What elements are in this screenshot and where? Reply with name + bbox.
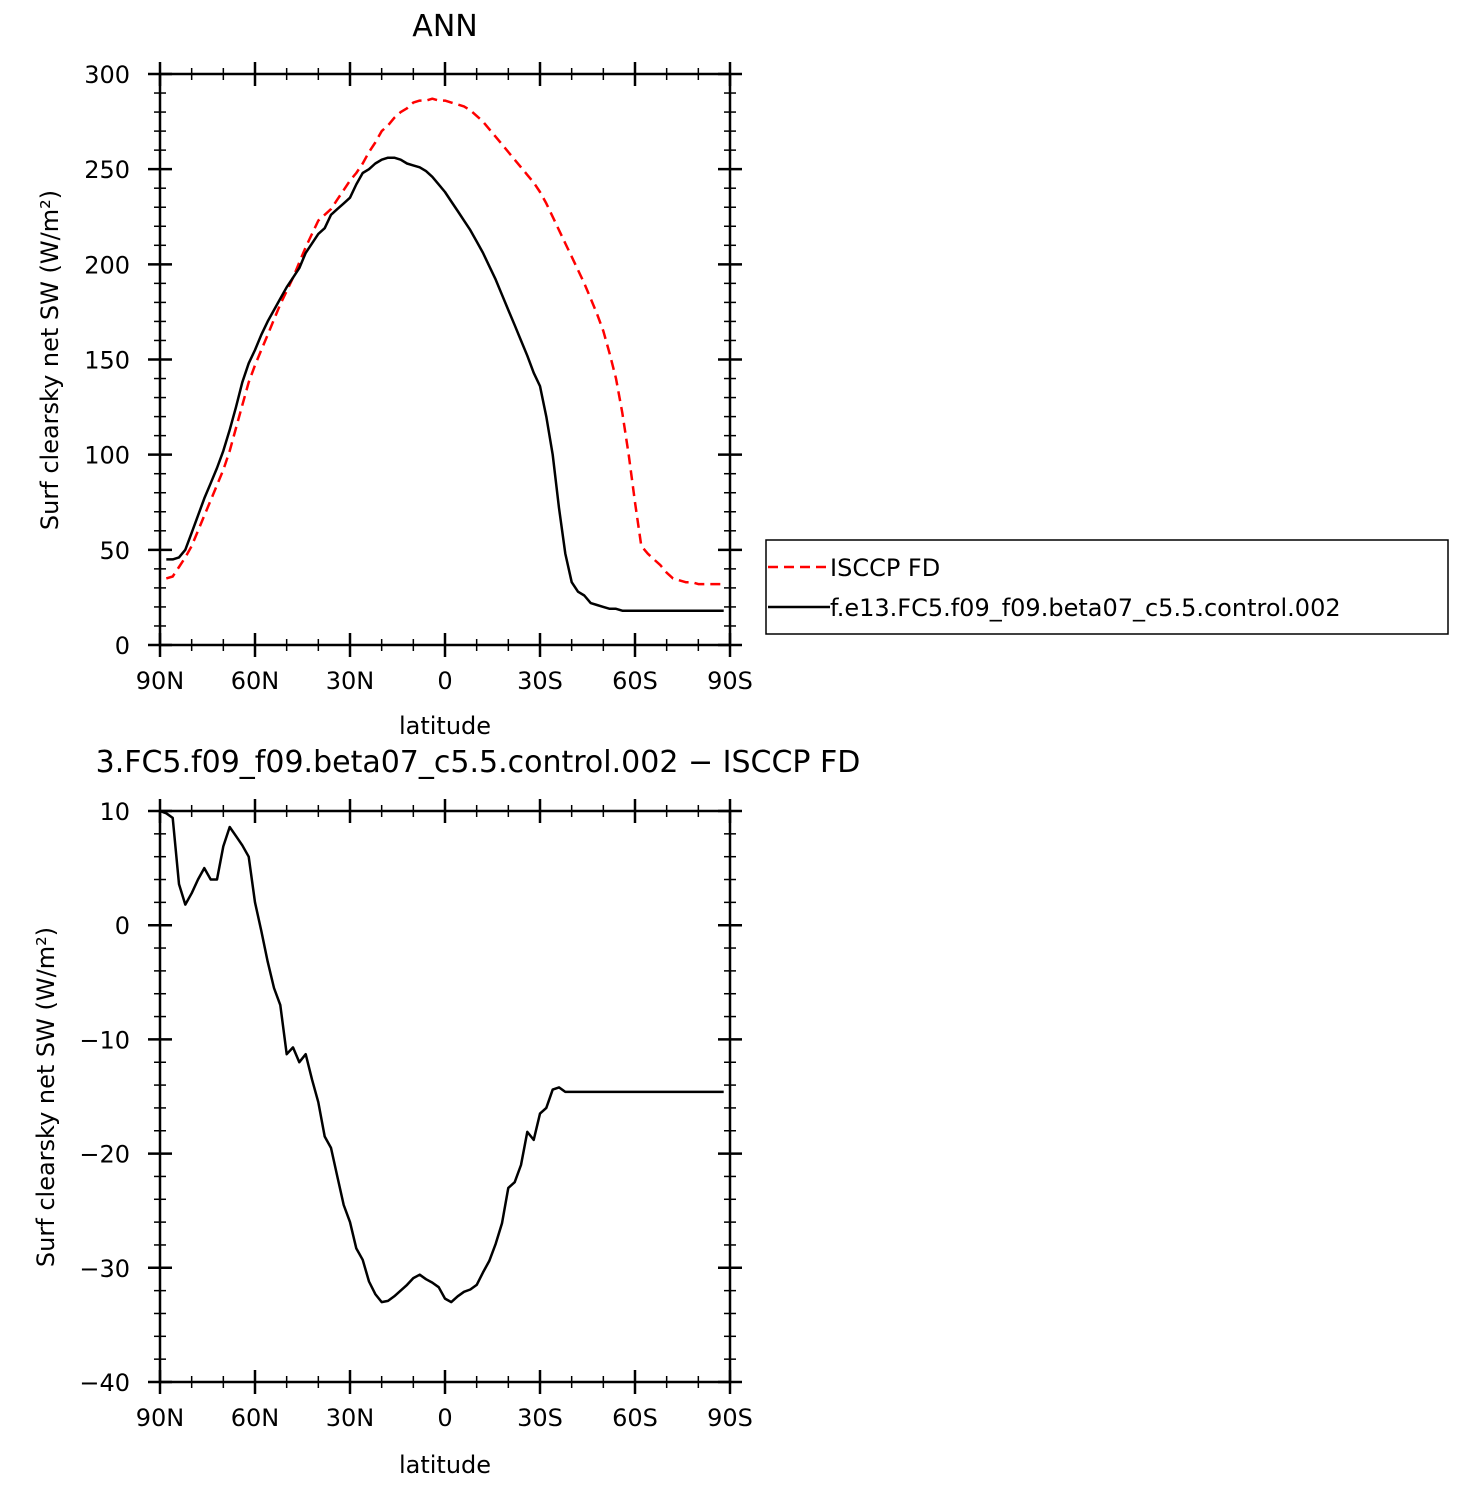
top-ytick-label: 300 (84, 61, 130, 89)
top-xtick-label: 90N (136, 667, 185, 695)
legend: ISCCP FD f.e13.FC5.f09_f09.beta07_c5.5.c… (765, 539, 1449, 635)
top-ytick-label: 150 (84, 347, 130, 375)
bottom-xtick-label: 90N (136, 1404, 185, 1432)
top-xtick-label: 60N (231, 667, 280, 695)
top-chart-title: ANN (412, 9, 477, 44)
top-ytick-label: 250 (84, 156, 130, 184)
bottom-panel: 3.FC5.f09_f09.beta07_c5.5.control.002 − … (32, 745, 860, 1479)
top-ticks: 90N 60N 30N 0 30S 60S 90S 0 50 100 150 200 250 300 (84, 61, 753, 695)
top-xtick-label: 0 (437, 667, 452, 695)
legend-label-model: f.e13.FC5.f09_f09.beta07_c5.5.control.00… (830, 594, 1341, 622)
top-xtick-label: 60S (612, 667, 658, 695)
bottom-xtick-label: 60N (231, 1404, 280, 1432)
bottom-chart-title: 3.FC5.f09_f09.beta07_c5.5.control.002 − … (96, 745, 861, 780)
top-series-line-0 (165, 97, 724, 586)
bottom-series-line-0 (159, 809, 724, 1304)
bottom-x-axis-label: latitude (399, 1451, 491, 1479)
bottom-series-lines (159, 809, 724, 1304)
top-ytick-label: 100 (84, 442, 130, 470)
bottom-xtick-label: 30S (517, 1404, 563, 1432)
top-panel: ANN 90N 60N 30N 0 30S 60S 90S 0 50 100 150 200 250 30… (36, 9, 1449, 740)
top-series-line-1 (166, 156, 724, 612)
bottom-ytick-label: −20 (79, 1141, 130, 1169)
bottom-xtick-label: 0 (437, 1404, 452, 1432)
bottom-xtick-label: 60S (612, 1404, 658, 1432)
top-series-lines (165, 97, 724, 612)
bottom-y-axis-label: Surf clearsky net SW (W/m²) (32, 927, 60, 1267)
bottom-ytick-label: −10 (79, 1026, 130, 1054)
bottom-ytick-label: 0 (115, 912, 130, 940)
top-x-axis-label: latitude (399, 712, 491, 740)
top-xtick-label: 30S (517, 667, 563, 695)
legend-box (765, 539, 1449, 635)
top-y-axis-label: Surf clearsky net SW (W/m²) (36, 190, 64, 530)
top-ytick-label: 200 (84, 251, 130, 279)
bottom-xtick-label: 90S (707, 1404, 753, 1432)
bottom-xtick-label: 30N (326, 1404, 375, 1432)
top-ytick-label: 50 (99, 537, 130, 565)
top-xtick-label: 90S (707, 667, 753, 695)
top-xtick-label: 30N (326, 667, 375, 695)
bottom-ytick-label: −40 (79, 1369, 130, 1397)
legend-label-isccp: ISCCP FD (830, 554, 940, 582)
bottom-ytick-label: −30 (79, 1255, 130, 1283)
bottom-ytick-label: 10 (99, 798, 130, 826)
bottom-ticks: 90N 60N 30N 0 30S 60S 90S −40 −30 −20 −10 0 10 (79, 798, 753, 1432)
top-plot-frame (158, 72, 732, 647)
top-ytick-label: 0 (115, 632, 130, 660)
